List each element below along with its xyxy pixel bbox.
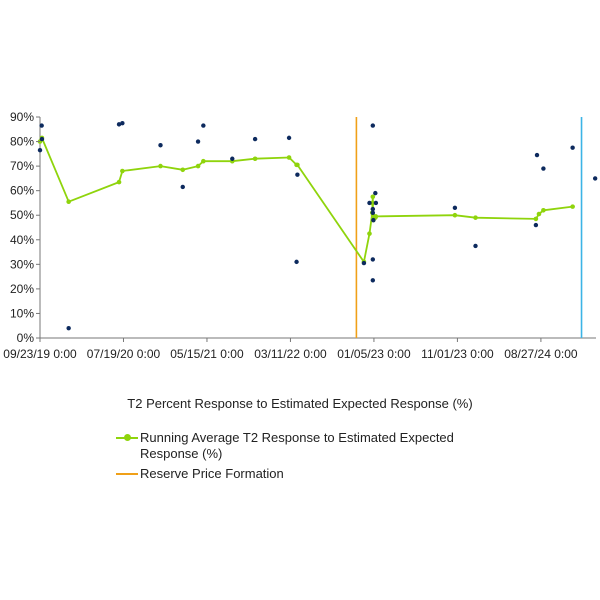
scatter-point (230, 156, 235, 161)
scatter-point (286, 135, 292, 141)
y-tick-label: 90% (10, 110, 34, 124)
legend-swatch-reserve-price (116, 466, 138, 482)
running-average-point (120, 168, 125, 174)
running-average-point (201, 158, 206, 164)
axes (39, 117, 596, 339)
reference-lines (355, 117, 583, 338)
running-average-point (452, 212, 458, 218)
x-tick-label: 08/27/24 0:00 (504, 347, 578, 361)
legend: Running Average T2 Response to Estimated… (116, 430, 516, 486)
scatter-point (370, 278, 376, 283)
scatter-point (370, 210, 376, 215)
running-average-point (536, 211, 542, 217)
scatter-point (370, 257, 376, 262)
scatter-point (452, 205, 458, 211)
running-average-point (295, 162, 300, 168)
y-tick-label: 10% (10, 306, 34, 320)
scatter-point (116, 122, 122, 127)
scatter-point (180, 184, 185, 190)
scatter-point (373, 190, 378, 196)
running-average-point (252, 156, 258, 162)
scatter-point (66, 325, 71, 331)
running-average-point (158, 163, 163, 169)
running-average-point (195, 163, 201, 169)
running-average-point (570, 204, 575, 209)
running-average-point (66, 199, 71, 205)
legend-label-running-average: Running Average T2 Response to Estimated… (140, 430, 454, 461)
legend-swatch-running-average (116, 430, 138, 446)
y-tick-label: 20% (10, 282, 34, 296)
y-tick-label: 30% (10, 257, 34, 271)
legend-item-running-average: Running Average T2 Response to Estimated… (116, 430, 516, 462)
x-tick-label: 03/11/22 0:00 (254, 347, 327, 361)
x-tick-label: 11/01/23 0:00 (421, 347, 494, 361)
scatter-point (473, 243, 478, 249)
x-tick-label: 01/05/23 0:00 (337, 347, 411, 361)
y-axis-ticks: 0% 10% 20% 30% 40% 50% 60% 70% 80% 90% (10, 110, 40, 345)
scatter-point (373, 200, 379, 206)
y-tick-label: 0% (17, 331, 35, 345)
running-average-point (370, 200, 375, 206)
y-tick-label: 40% (10, 233, 34, 247)
scatter-point (361, 260, 367, 266)
legend-item-reserve-price: Reserve Price Formation (116, 466, 516, 482)
running-average-series (37, 135, 575, 265)
y-tick-label: 50% (10, 208, 34, 222)
running-average-point (373, 214, 379, 219)
scatter-point (252, 136, 258, 142)
running-average-line (39, 136, 573, 263)
scatter-point (367, 200, 372, 206)
y-tick-label: 80% (10, 135, 34, 149)
scatter-point (534, 152, 540, 158)
scatter-point (570, 145, 575, 150)
running-average-point (533, 216, 539, 222)
scatter-point (370, 206, 376, 212)
running-average-point (286, 155, 292, 160)
scatter-point (370, 123, 376, 128)
scatter-point (533, 222, 539, 228)
scatter-point (39, 136, 45, 142)
x-tick-label: 09/23/19 0:00 (3, 347, 77, 361)
scatter-point (195, 139, 201, 144)
scatter-series (37, 120, 598, 331)
scatter-point (158, 143, 163, 148)
scatter-point (541, 166, 546, 171)
running-average-point (116, 179, 122, 185)
scatter-point (294, 259, 299, 265)
x-tick-label: 07/19/20 0:00 (87, 347, 161, 361)
y-tick-label: 60% (10, 184, 34, 198)
scatter-point (120, 120, 125, 126)
scatter-point (295, 172, 300, 177)
scatter-point (201, 123, 206, 128)
x-tick-label: 05/15/21 0:00 (170, 347, 244, 361)
legend-label-reserve-price: Reserve Price Formation (140, 466, 284, 481)
scatter-point (371, 217, 376, 223)
running-average-point (473, 215, 478, 220)
x-axis-ticks: 09/23/19 0:00 07/19/20 0:00 05/15/21 0:00 0… (3, 338, 578, 361)
running-average-point (367, 231, 372, 236)
running-average-point (180, 167, 186, 173)
running-average-point (541, 208, 546, 213)
scatter-point (39, 123, 44, 128)
y-tick-label: 70% (10, 159, 34, 173)
scatter-point (37, 147, 43, 153)
running-average-point (370, 194, 376, 200)
scatter-point (592, 176, 598, 181)
chart-title: T2 Percent Response to Estimated Expecte… (127, 396, 473, 411)
